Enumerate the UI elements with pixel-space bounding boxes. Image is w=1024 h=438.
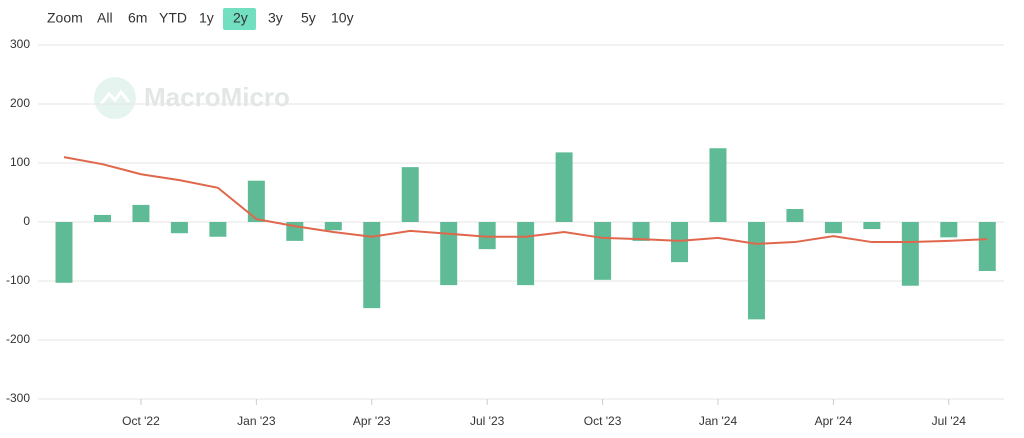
button-selected-bg bbox=[223, 8, 256, 30]
x-tick-label: Jul '24 bbox=[932, 414, 967, 428]
range-button[interactable]: 2y bbox=[233, 10, 248, 26]
bar bbox=[594, 222, 612, 280]
bar bbox=[709, 148, 727, 222]
line bbox=[63, 156, 988, 245]
bar bbox=[247, 180, 265, 222]
y-tick-label: 100 bbox=[10, 155, 30, 169]
x-tick-label: Jul '23 bbox=[470, 414, 505, 428]
bar bbox=[632, 222, 650, 241]
bar bbox=[517, 222, 535, 286]
bar bbox=[824, 222, 842, 234]
zoom-label: Zoom bbox=[47, 10, 83, 26]
x-tick-label: Jan '23 bbox=[237, 414, 276, 428]
bar bbox=[901, 222, 919, 286]
y-tick-label: 200 bbox=[10, 96, 30, 110]
bar bbox=[401, 167, 419, 222]
bar bbox=[747, 222, 765, 320]
y-tick-label: -100 bbox=[6, 273, 30, 287]
bar bbox=[978, 222, 996, 271]
x-tick-label: Apr '23 bbox=[353, 414, 391, 428]
range-button[interactable]: 6m bbox=[128, 10, 147, 26]
y-tick-label: -300 bbox=[6, 391, 30, 405]
bar bbox=[363, 222, 381, 309]
watermark-logo-mark bbox=[99, 89, 131, 105]
bar bbox=[93, 214, 111, 222]
bar bbox=[863, 222, 881, 230]
range-button[interactable]: 3y bbox=[268, 10, 283, 26]
bar bbox=[440, 222, 458, 286]
bar bbox=[478, 222, 496, 250]
x-tick-label: Oct '22 bbox=[122, 414, 160, 428]
bar bbox=[671, 222, 689, 263]
y-tick-label: -200 bbox=[6, 332, 30, 346]
range-button[interactable]: 1y bbox=[199, 10, 214, 26]
x-tick-label: Jan '24 bbox=[699, 414, 738, 428]
bar bbox=[170, 222, 188, 234]
bar bbox=[55, 222, 73, 283]
bar bbox=[786, 209, 804, 222]
bar bbox=[209, 222, 227, 237]
range-button[interactable]: All bbox=[97, 10, 113, 26]
range-button[interactable]: 5y bbox=[301, 10, 316, 26]
y-tick-label: 0 bbox=[23, 214, 30, 228]
watermark: MacroMicro bbox=[94, 77, 290, 119]
bar bbox=[940, 222, 958, 238]
x-tick-label: Apr '24 bbox=[815, 414, 853, 428]
range-button[interactable]: 10y bbox=[331, 10, 354, 26]
bar bbox=[324, 222, 342, 231]
y-tick-label: 300 bbox=[10, 37, 30, 51]
x-tick-label: Oct '23 bbox=[584, 414, 622, 428]
watermark-text: MacroMicro bbox=[144, 82, 290, 112]
bar bbox=[132, 204, 150, 222]
bar bbox=[555, 152, 573, 222]
range-button[interactable]: YTD bbox=[159, 10, 187, 26]
